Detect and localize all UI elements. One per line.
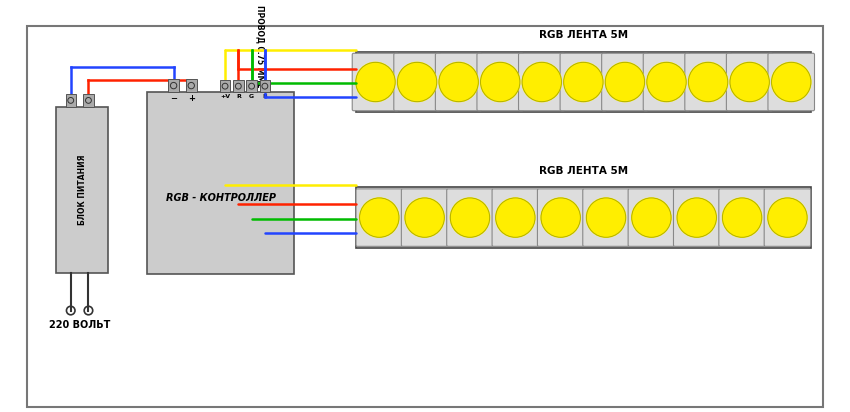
Bar bbox=[56, 107, 108, 273]
Circle shape bbox=[480, 62, 520, 102]
FancyBboxPatch shape bbox=[492, 189, 539, 246]
Circle shape bbox=[647, 62, 686, 102]
Circle shape bbox=[439, 62, 479, 102]
Circle shape bbox=[605, 62, 644, 102]
Text: RGB ЛЕНТА 5М: RGB ЛЕНТА 5М bbox=[539, 166, 628, 176]
Circle shape bbox=[772, 62, 811, 102]
Bar bbox=[246, 80, 257, 92]
Circle shape bbox=[632, 198, 671, 237]
Circle shape bbox=[405, 198, 445, 237]
FancyBboxPatch shape bbox=[719, 189, 765, 246]
Bar bbox=[65, 94, 76, 107]
Text: 220 ВОЛЬТ: 220 ВОЛЬТ bbox=[49, 320, 111, 330]
Bar bbox=[185, 79, 197, 92]
Circle shape bbox=[768, 198, 808, 237]
Circle shape bbox=[496, 198, 535, 237]
FancyBboxPatch shape bbox=[764, 189, 811, 246]
Bar bbox=[259, 80, 270, 92]
FancyBboxPatch shape bbox=[643, 53, 690, 111]
FancyBboxPatch shape bbox=[435, 53, 482, 111]
Circle shape bbox=[541, 198, 581, 237]
FancyBboxPatch shape bbox=[685, 53, 731, 111]
FancyBboxPatch shape bbox=[356, 189, 403, 246]
Bar bbox=[356, 187, 811, 248]
FancyBboxPatch shape bbox=[352, 53, 399, 111]
FancyBboxPatch shape bbox=[768, 53, 814, 111]
FancyBboxPatch shape bbox=[477, 53, 524, 111]
Text: +V: +V bbox=[220, 94, 230, 99]
Text: −: − bbox=[170, 94, 177, 103]
FancyBboxPatch shape bbox=[602, 53, 649, 111]
Text: B: B bbox=[263, 94, 267, 99]
FancyBboxPatch shape bbox=[537, 189, 584, 246]
Text: +: + bbox=[188, 94, 195, 103]
FancyBboxPatch shape bbox=[673, 189, 720, 246]
Circle shape bbox=[398, 62, 437, 102]
Bar bbox=[168, 79, 179, 92]
Circle shape bbox=[677, 198, 717, 237]
Text: БЛОК ПИТАНИЯ: БЛОК ПИТАНИЯ bbox=[77, 154, 87, 225]
Circle shape bbox=[522, 62, 562, 102]
FancyBboxPatch shape bbox=[560, 53, 607, 111]
Circle shape bbox=[586, 198, 626, 237]
FancyBboxPatch shape bbox=[518, 53, 565, 111]
FancyBboxPatch shape bbox=[628, 189, 675, 246]
Circle shape bbox=[730, 62, 769, 102]
FancyBboxPatch shape bbox=[727, 53, 773, 111]
Text: G: G bbox=[249, 94, 254, 99]
FancyBboxPatch shape bbox=[447, 189, 493, 246]
Text: ПРОВОД 0.75 ММ2: ПРОВОД 0.75 ММ2 bbox=[255, 5, 264, 87]
Circle shape bbox=[564, 62, 603, 102]
Text: R: R bbox=[236, 94, 241, 99]
Bar bbox=[233, 80, 244, 92]
Bar bbox=[147, 92, 294, 274]
FancyBboxPatch shape bbox=[401, 189, 448, 246]
Text: RGB - КОНТРОЛЛЕР: RGB - КОНТРОЛЛЕР bbox=[166, 193, 275, 203]
Bar bbox=[356, 52, 811, 112]
FancyBboxPatch shape bbox=[583, 189, 629, 246]
Circle shape bbox=[360, 198, 399, 237]
Bar bbox=[220, 80, 230, 92]
Bar bbox=[83, 94, 94, 107]
Circle shape bbox=[722, 198, 762, 237]
Circle shape bbox=[356, 62, 395, 102]
FancyBboxPatch shape bbox=[394, 53, 440, 111]
Text: RGB ЛЕНТА 5М: RGB ЛЕНТА 5М bbox=[539, 30, 628, 40]
Circle shape bbox=[450, 198, 490, 237]
Circle shape bbox=[688, 62, 728, 102]
